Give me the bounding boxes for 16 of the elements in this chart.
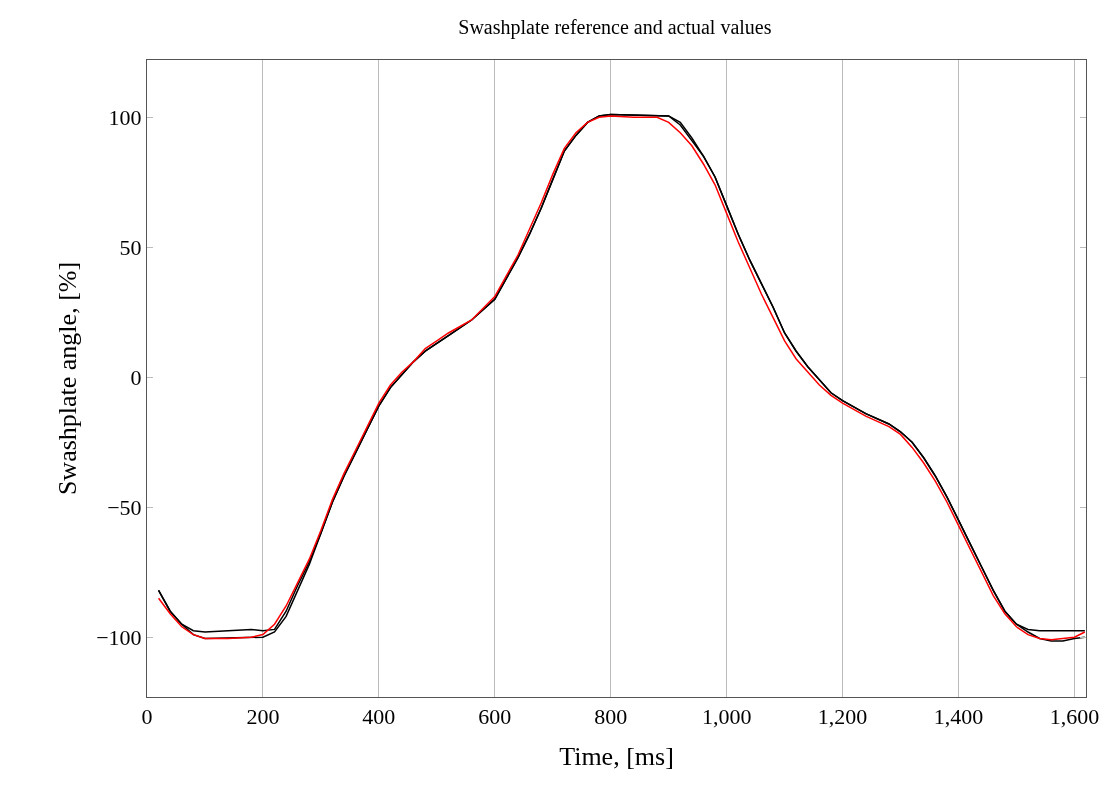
chart-title: Swashplate reference and actual values xyxy=(458,15,772,39)
x-tick-label: 1,400 xyxy=(933,704,984,730)
x-tick-label: 1,000 xyxy=(701,704,752,730)
x-tick-label: 600 xyxy=(478,704,512,730)
x-axis-title: Time, [ms] xyxy=(559,742,674,772)
x-tick-label: 200 xyxy=(246,704,280,730)
y-tick-label: −100 xyxy=(96,624,142,650)
y-tick-label: 0 xyxy=(130,364,142,390)
y-tick-label: −50 xyxy=(107,494,142,520)
x-tick-label: 1,600 xyxy=(1049,704,1100,730)
y-tick-label: 100 xyxy=(108,104,142,130)
x-tick-label: 800 xyxy=(594,704,628,730)
y-tick-label: 50 xyxy=(119,234,142,260)
x-tick-label: 400 xyxy=(362,704,396,730)
x-tick-label: 1,200 xyxy=(817,704,868,730)
y-axis-title: Swashplate angle, [%] xyxy=(52,261,82,496)
